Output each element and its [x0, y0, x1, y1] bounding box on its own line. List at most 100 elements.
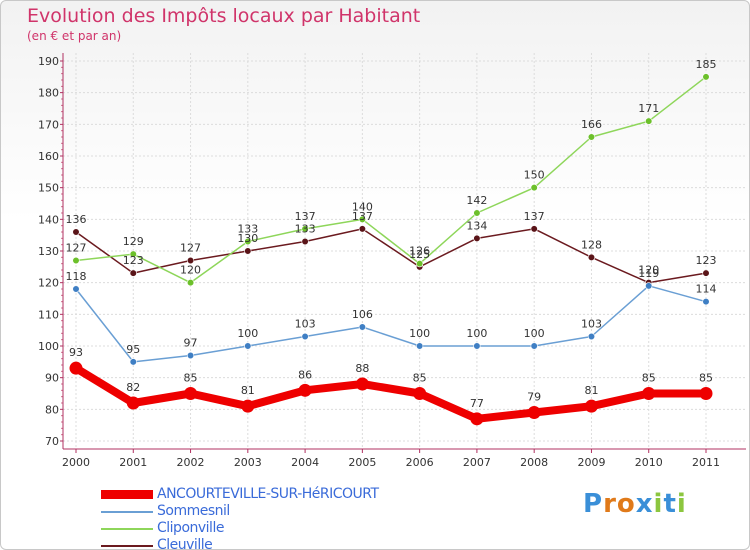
data-point — [72, 228, 80, 236]
data-point — [473, 209, 481, 217]
data-label: 136 — [66, 213, 87, 226]
data-label: 100 — [466, 327, 487, 340]
x-tick-label: 2004 — [291, 456, 319, 469]
data-label: 85 — [699, 372, 713, 385]
data-label: 106 — [352, 308, 373, 321]
data-label: 81 — [584, 384, 598, 397]
data-label: 125 — [409, 248, 430, 261]
y-tick-label: 170 — [38, 118, 59, 131]
logo-letter: t — [663, 489, 677, 519]
data-label: 142 — [466, 194, 487, 207]
data-point — [530, 342, 538, 350]
data-point — [186, 256, 195, 265]
legend-label: Cliponville — [157, 520, 224, 536]
data-label: 100 — [524, 327, 545, 340]
data-point — [244, 247, 252, 255]
data-label: 137 — [295, 210, 316, 223]
x-tick-label: 2005 — [348, 456, 376, 469]
legend-swatch — [101, 545, 153, 547]
data-point — [642, 387, 656, 400]
logo-letter: i — [653, 489, 664, 519]
data-point — [186, 279, 195, 287]
legend-swatch — [101, 511, 153, 513]
data-label: 95 — [126, 343, 140, 356]
data-point — [301, 332, 309, 341]
data-label: 166 — [581, 118, 602, 131]
data-label: 127 — [180, 242, 201, 255]
y-tick-label: 90 — [45, 372, 59, 385]
series-line — [73, 364, 706, 423]
data-point — [587, 253, 596, 261]
data-point — [702, 73, 710, 81]
legend-label: Cleuville — [157, 537, 213, 550]
data-label: 82 — [126, 381, 140, 394]
y-tick-label: 80 — [45, 403, 59, 416]
x-tick-label: 2001 — [119, 456, 147, 469]
data-point — [416, 260, 424, 268]
x-tick-label: 2006 — [406, 456, 434, 469]
legend-swatch — [101, 490, 153, 499]
data-label: 85 — [413, 372, 427, 385]
y-tick-label: 150 — [38, 182, 59, 195]
chart-title: Evolution des Impôts locaux par Habitant — [27, 5, 421, 27]
data-point — [358, 225, 366, 233]
data-point — [473, 234, 481, 242]
legend-swatch — [101, 528, 153, 530]
logo-letter: r — [603, 489, 617, 519]
data-label: 133 — [295, 223, 316, 236]
x-tick-label: 2003 — [234, 456, 262, 469]
data-point — [72, 256, 80, 265]
data-label: 123 — [123, 254, 144, 267]
data-point — [129, 250, 137, 258]
data-label: 126 — [409, 245, 430, 258]
data-label: 119 — [638, 267, 659, 280]
data-point — [72, 285, 80, 293]
legend-label: Sommesnil — [157, 503, 230, 519]
data-point — [358, 323, 366, 331]
logo-letter: i — [676, 489, 687, 519]
y-tick-label: 120 — [38, 277, 59, 290]
x-tick-label: 2007 — [463, 456, 491, 469]
data-point — [244, 237, 252, 246]
data-label: 100 — [237, 327, 258, 340]
data-label: 140 — [352, 200, 373, 213]
data-point — [184, 387, 198, 400]
logo-letter: o — [616, 489, 636, 519]
logo-letter: P — [583, 489, 604, 519]
data-point — [702, 298, 710, 306]
data-label: 88 — [355, 362, 369, 375]
data-point — [241, 399, 255, 413]
data-label: 130 — [237, 232, 258, 245]
data-label: 150 — [524, 169, 545, 182]
legend-label: ANCOURTEVILLE-SUR-HéRICOURT — [157, 486, 379, 502]
data-label: 103 — [295, 318, 316, 331]
data-label: 114 — [696, 283, 717, 296]
data-point — [301, 237, 309, 246]
data-point — [301, 225, 309, 233]
x-tick-label: 2008 — [520, 456, 548, 469]
y-tick-label: 160 — [38, 150, 59, 163]
data-label: 128 — [581, 238, 602, 251]
data-point — [69, 361, 83, 375]
data-point — [355, 377, 369, 391]
data-label: 137 — [524, 210, 545, 223]
y-tick-label: 110 — [38, 308, 59, 321]
data-point — [416, 342, 424, 350]
data-point — [530, 184, 538, 192]
data-label: 97 — [184, 337, 198, 350]
proxiti-logo: Proxiti — [583, 489, 687, 519]
data-label: 134 — [466, 219, 487, 232]
data-label: 81 — [241, 384, 255, 397]
data-point — [244, 342, 252, 350]
data-label: 133 — [237, 223, 258, 236]
data-label: 103 — [581, 318, 602, 331]
data-point — [129, 269, 137, 277]
data-point — [473, 342, 481, 350]
y-tick-label: 100 — [38, 340, 59, 353]
x-tick-label: 2010 — [635, 456, 663, 469]
data-point — [587, 332, 596, 341]
data-point — [699, 387, 713, 400]
y-tick-label: 180 — [38, 87, 59, 100]
y-tick-label: 130 — [38, 245, 59, 258]
